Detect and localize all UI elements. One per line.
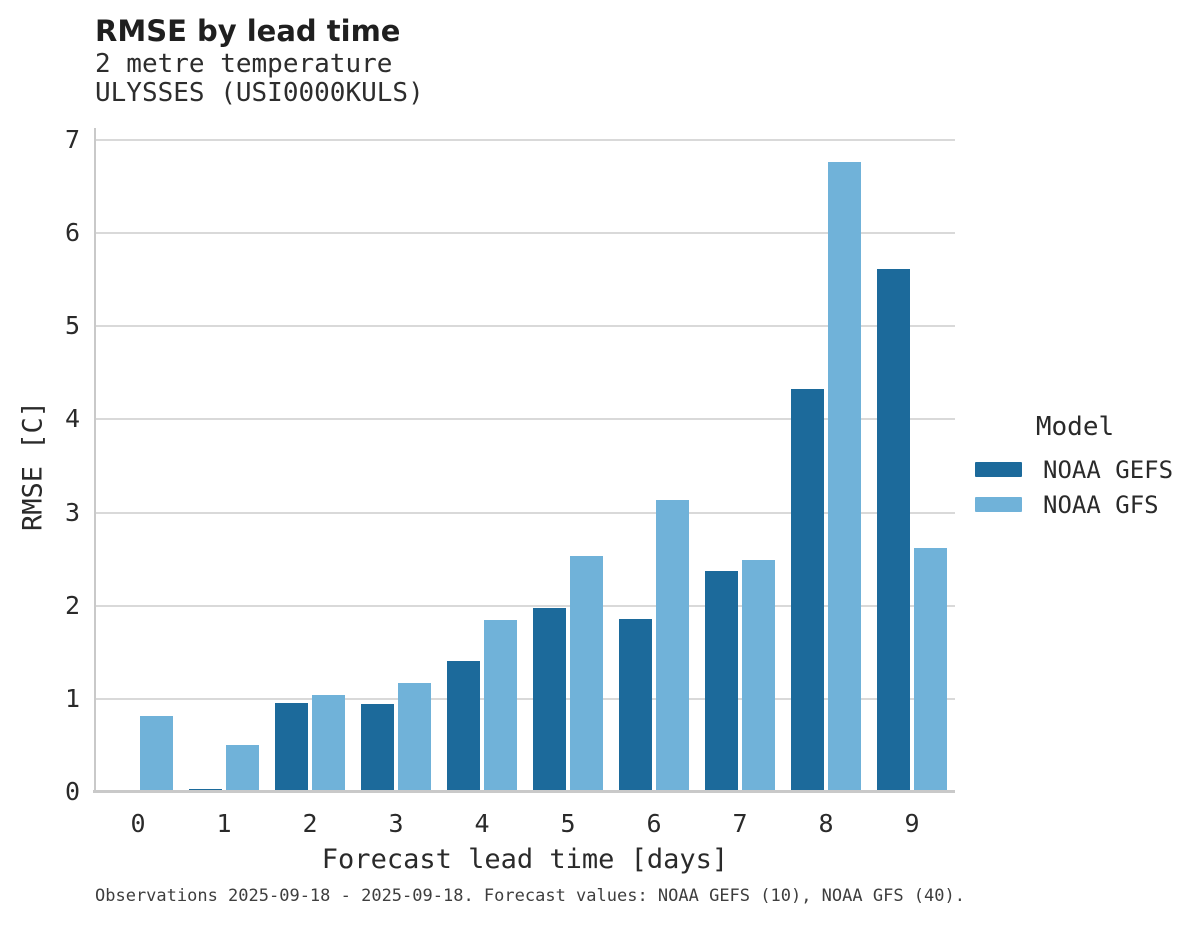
gridline-y-6: [95, 232, 955, 235]
legend-label-noaa-gefs: NOAA GEFS: [1043, 455, 1174, 484]
subtitle-line-1: 2 metre temperature: [95, 49, 393, 79]
bar-noaa-gfs-lead-2[interactable]: [312, 695, 345, 792]
legend: Model NOAA GEFS NOAA GFS: [975, 412, 1175, 519]
bar-noaa-gfs-lead-8[interactable]: [828, 162, 861, 792]
x-axis-line: [93, 790, 955, 793]
bar-noaa-gefs-lead-7[interactable]: [705, 571, 738, 792]
gridline-y-1: [95, 697, 955, 700]
x-tick-label-7: 7: [732, 809, 748, 838]
x-axis-title: Forecast lead time [days]: [321, 844, 729, 875]
gridline-y-7: [95, 139, 955, 141]
y-tick-label-7: 7: [64, 125, 80, 154]
gridline-y-2: [95, 604, 955, 607]
y-tick-label-3: 3: [64, 497, 80, 527]
bar-noaa-gfs-lead-1[interactable]: [226, 745, 259, 792]
x-tick-label-6: 6: [646, 809, 662, 838]
legend-label-noaa-gfs: NOAA GFS: [1043, 490, 1159, 519]
bar-noaa-gfs-lead-9[interactable]: [914, 547, 947, 792]
y-tick-label-5: 5: [64, 311, 80, 341]
y-tick-label-1: 1: [64, 683, 80, 713]
y-tick-label-4: 4: [64, 404, 80, 434]
bar-noaa-gefs-lead-9[interactable]: [877, 269, 910, 792]
bar-noaa-gefs-lead-8[interactable]: [791, 388, 824, 792]
x-tick-label-1: 1: [216, 809, 232, 838]
subtitle-line-2: ULYSSES (USI0000KULS): [95, 78, 424, 108]
x-tick-label-5: 5: [560, 809, 576, 838]
legend-title: Model: [1035, 412, 1115, 442]
bar-noaa-gefs-lead-6[interactable]: [619, 618, 652, 792]
caption: Observations 2025-09-18 - 2025-09-18. Fo…: [95, 886, 965, 906]
bar-noaa-gefs-lead-4[interactable]: [447, 660, 480, 792]
chart-title: RMSE by lead time: [95, 14, 401, 48]
x-tick-label-3: 3: [388, 809, 404, 838]
gridline-y-5: [95, 325, 955, 328]
x-tick-label-4: 4: [474, 809, 490, 838]
gridline-y-3: [95, 511, 955, 514]
plot-area: [93, 128, 955, 793]
y-axis-line: [94, 128, 96, 793]
legend-item-noaa-gfs[interactable]: NOAA GFS: [975, 491, 1175, 519]
y-tick-label-2: 2: [64, 590, 80, 620]
y-axis-tick-labels: 0 1 2 3 4 5 6 7: [18, 127, 80, 805]
bar-noaa-gefs-lead-2[interactable]: [275, 702, 308, 792]
x-tick-label-2: 2: [302, 809, 318, 838]
bar-noaa-gfs-lead-3[interactable]: [398, 683, 431, 792]
x-axis-tick-labels: 0 1 2 3 4 5 6 7 8 9: [95, 809, 955, 839]
bar-noaa-gfs-lead-5[interactable]: [570, 556, 603, 792]
x-tick-label-0: 0: [130, 809, 146, 838]
bar-noaa-gfs-lead-0[interactable]: [140, 715, 173, 792]
legend-swatch-noaa-gefs: [975, 462, 1022, 477]
gridline-y-4: [95, 418, 955, 421]
x-tick-label-9: 9: [904, 809, 920, 838]
chart-subtitle: 2 metre temperature ULYSSES (USI0000KULS…: [95, 50, 424, 108]
bar-noaa-gfs-lead-4[interactable]: [484, 619, 517, 792]
y-tick-label-6: 6: [64, 218, 80, 248]
bar-noaa-gfs-lead-6[interactable]: [656, 499, 689, 792]
bar-noaa-gefs-lead-3[interactable]: [361, 704, 394, 792]
bar-noaa-gfs-lead-7[interactable]: [742, 560, 775, 792]
legend-swatch-noaa-gfs: [975, 497, 1022, 512]
y-tick-label-0: 0: [64, 777, 80, 806]
bar-noaa-gefs-lead-5[interactable]: [533, 607, 566, 792]
x-tick-label-8: 8: [818, 809, 834, 838]
legend-item-noaa-gefs[interactable]: NOAA GEFS: [975, 456, 1175, 484]
